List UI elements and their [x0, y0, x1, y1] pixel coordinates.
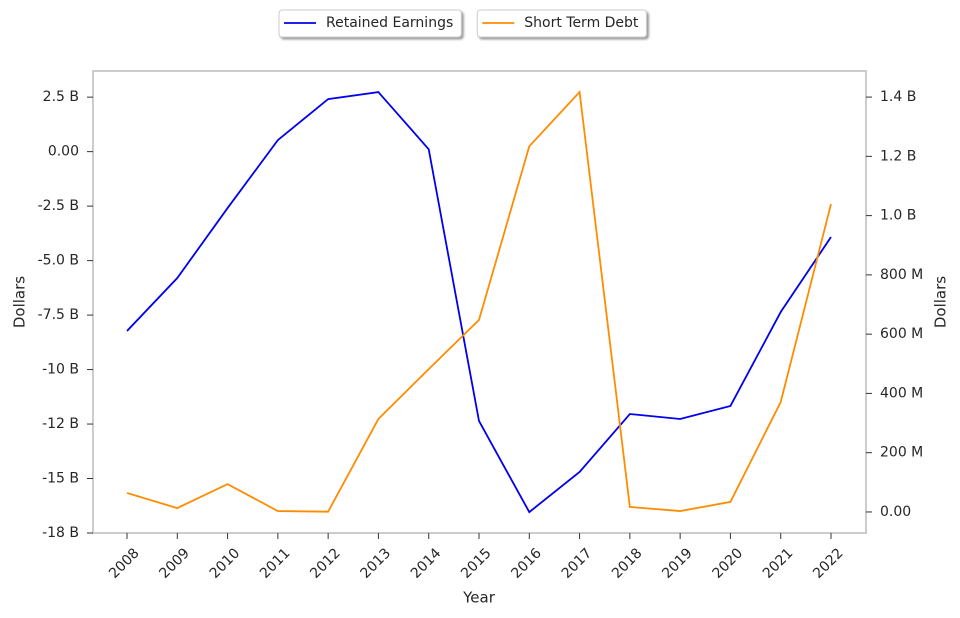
- y2-tick-label: 400 M: [880, 385, 923, 401]
- y-tick-label: -12 B: [42, 416, 79, 432]
- x-tick-label: 2018: [609, 545, 646, 582]
- x-tick-label: 2010: [207, 545, 244, 582]
- legend-box: [476, 9, 647, 38]
- x-tick-label: 2012: [307, 545, 344, 582]
- y-tick-label: -10 B: [42, 362, 79, 378]
- legend-item: Short Term Debt: [476, 9, 647, 38]
- x-axis-title: Year: [462, 589, 496, 607]
- y-tick-label: -2.5 B: [38, 198, 79, 214]
- y2-tick-label: 600 M: [880, 326, 923, 342]
- x-tick-label: 2009: [156, 545, 193, 582]
- y-tick-label: 0.00: [48, 144, 79, 160]
- x-tick-label: 2022: [810, 545, 847, 582]
- x-tick-label: 2019: [659, 545, 696, 582]
- legend-label: Short Term Debt: [524, 15, 639, 31]
- y2-tick-label: 0.00: [880, 504, 911, 520]
- x-tick-label: 2011: [257, 545, 294, 582]
- x-tick-label: 2013: [358, 545, 395, 582]
- series-line: [126, 91, 832, 514]
- x-tick-label: 2008: [106, 545, 143, 582]
- x-tick-label: 2015: [458, 545, 495, 582]
- y-axis-title: Dollars: [11, 276, 29, 328]
- y2-tick-label: 200 M: [880, 445, 923, 461]
- x-tick-label: 2016: [508, 545, 545, 582]
- legend-box: [278, 9, 462, 38]
- legend-item: Retained Earnings: [278, 9, 462, 38]
- series-line: [126, 90, 832, 513]
- y2-tick-label: 1.0 B: [880, 208, 916, 224]
- y-tick-label: -15 B: [42, 471, 79, 487]
- y2-tick-label: 1.2 B: [880, 148, 916, 164]
- x-tick-label: 2020: [710, 545, 747, 582]
- y-tick-label: 2.5 B: [43, 89, 79, 105]
- y2-tick-label: 1.4 B: [880, 89, 916, 105]
- y2-axis-title: Dollars: [932, 276, 950, 328]
- y2-tick-label: 800 M: [880, 267, 923, 283]
- y-tick-label: -18 B: [42, 525, 79, 541]
- x-tick-label: 2014: [408, 545, 445, 582]
- x-tick-label: 2017: [559, 545, 596, 582]
- x-tick-label: 2021: [760, 545, 797, 582]
- y-tick-label: -7.5 B: [38, 307, 79, 323]
- y-tick-label: -5.0 B: [38, 253, 79, 269]
- legend-label: Retained Earnings: [326, 15, 453, 31]
